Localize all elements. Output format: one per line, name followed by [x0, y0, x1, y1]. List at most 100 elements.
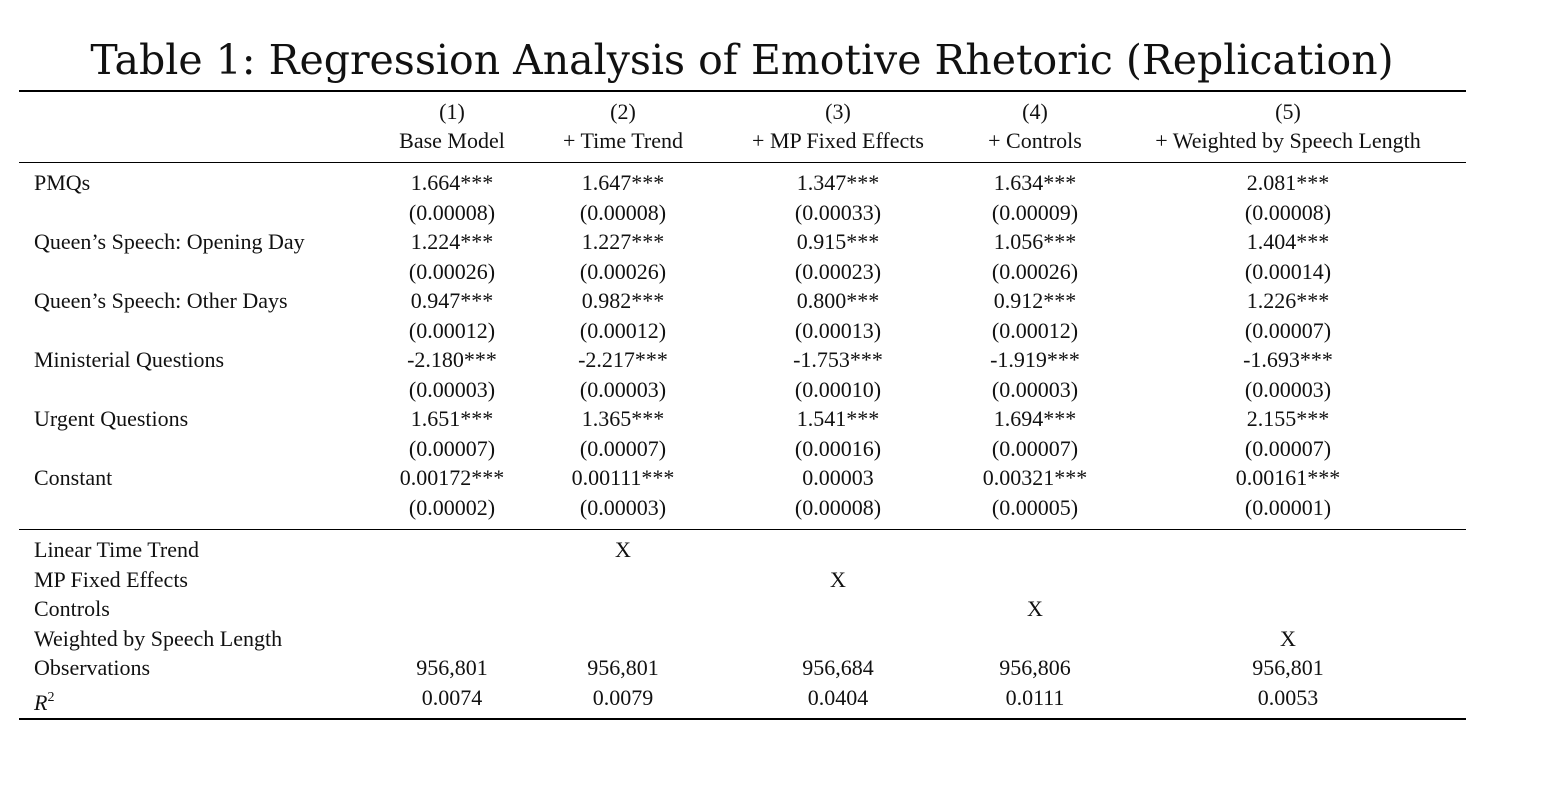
row-label: Queen’s Speech: Opening Day — [34, 229, 305, 254]
r-squared-value: 0.0079 — [592, 684, 654, 710]
standard-error: (0.00003) — [579, 494, 667, 520]
standard-error: (0.00009) — [991, 199, 1079, 225]
standard-error: (0.00033) — [794, 199, 882, 225]
observations-value: 956,684 — [802, 655, 874, 680]
observations-value: 956,806 — [999, 655, 1071, 680]
standard-error: (0.00007) — [579, 435, 667, 461]
coefficient: 1.634*** — [993, 170, 1077, 195]
r-squared-sup: 2 — [47, 689, 55, 705]
coefficient: 0.00172*** — [399, 465, 505, 490]
coefficient: 1.365*** — [581, 406, 665, 431]
column-header: + Controls — [988, 128, 1082, 153]
coefficient: 0.982*** — [581, 288, 665, 313]
standard-error: (0.00016) — [794, 435, 882, 461]
row-label: Urgent Questions — [34, 406, 189, 431]
observations-value: 956,801 — [1252, 655, 1324, 680]
coefficient: 0.00161*** — [1235, 465, 1341, 490]
standard-error: (0.00012) — [579, 317, 667, 343]
standard-error: (0.00008) — [794, 494, 882, 520]
coefficient: 1.647*** — [581, 170, 665, 195]
observations-value: 956,801 — [587, 655, 659, 680]
standard-error: (0.00026) — [579, 258, 667, 284]
coefficient: 1.226*** — [1246, 288, 1330, 313]
column-header: + Weighted by Speech Length — [1155, 128, 1421, 153]
r-squared-value: 0.0053 — [1257, 684, 1319, 710]
standard-error: (0.00003) — [1244, 376, 1332, 402]
standard-error: (0.00012) — [408, 317, 496, 343]
coefficient: -1.919*** — [990, 347, 1080, 372]
standard-error: (0.00012) — [991, 317, 1079, 343]
coefficient: 1.664*** — [410, 170, 494, 195]
spec-label: Controls — [34, 596, 110, 621]
column-number: (2) — [610, 99, 636, 124]
coefficient: 0.912*** — [993, 288, 1077, 313]
coefficient: 0.00111*** — [571, 465, 675, 490]
coefficient: 0.800*** — [796, 288, 880, 313]
coefficient: 2.081*** — [1246, 170, 1330, 195]
column-header: Base Model — [399, 128, 505, 153]
standard-error: (0.00007) — [991, 435, 1079, 461]
coefficient: -1.693*** — [1243, 347, 1333, 372]
row-label: Ministerial Questions — [34, 347, 225, 372]
standard-error: (0.00008) — [408, 199, 496, 225]
column-header: + Time Trend — [562, 128, 684, 153]
r-squared-value: 0.0404 — [807, 684, 869, 710]
coefficient: 2.155*** — [1246, 406, 1330, 431]
standard-error: (0.00026) — [991, 258, 1079, 284]
row-label: Constant — [34, 465, 113, 490]
standard-error: (0.00026) — [408, 258, 496, 284]
coefficient: 1.694*** — [993, 406, 1077, 431]
header-rule — [19, 162, 1466, 163]
top-rule — [19, 90, 1466, 92]
row-label: PMQs — [34, 170, 91, 195]
coefficient: -1.753*** — [793, 347, 883, 372]
standard-error: (0.00001) — [1244, 494, 1332, 520]
standard-error: (0.00008) — [1244, 199, 1332, 225]
standard-error: (0.00002) — [408, 494, 496, 520]
spec-label: Weighted by Speech Length — [34, 625, 283, 651]
coefficient: 0.915*** — [796, 229, 880, 254]
r-squared-base: R — [34, 689, 48, 715]
standard-error: (0.00003) — [991, 376, 1079, 402]
standard-error: (0.00013) — [794, 317, 882, 343]
column-number: (1) — [439, 99, 465, 124]
bottom-rule — [19, 718, 1466, 720]
coefficient: 1.227*** — [581, 229, 665, 254]
spec-label: MP Fixed Effects — [34, 566, 188, 592]
observations-label: Observations — [34, 655, 151, 680]
coefficient: 1.651*** — [410, 406, 494, 431]
coefficient: 0.947*** — [410, 288, 494, 313]
standard-error: (0.00005) — [991, 494, 1079, 520]
r-squared-value: 0.0074 — [421, 684, 483, 710]
coefficient: 0.00003 — [802, 465, 874, 490]
table-title: Table 1: Regression Analysis of Emotive … — [90, 36, 1394, 84]
spec-mark: X — [615, 537, 631, 562]
observations-value: 956,801 — [416, 655, 488, 680]
standard-error: (0.00014) — [1244, 258, 1332, 284]
spec-mark: X — [1280, 625, 1296, 651]
coefficient: 1.347*** — [796, 170, 880, 195]
r-squared-label: R2 — [34, 684, 54, 717]
column-number: (5) — [1275, 99, 1301, 124]
coefficient: 0.00321*** — [982, 465, 1088, 490]
coefficient: 1.056*** — [993, 229, 1077, 254]
coefficient: -2.180*** — [407, 347, 497, 372]
column-number: (4) — [1022, 99, 1048, 124]
standard-error: (0.00007) — [1244, 317, 1332, 343]
spec-mark: X — [830, 566, 846, 592]
standard-error: (0.00003) — [408, 376, 496, 402]
spec-rule — [19, 529, 1466, 530]
coefficient: 1.541*** — [796, 406, 880, 431]
r-squared-value: 0.0111 — [1005, 684, 1065, 710]
column-number: (3) — [825, 99, 851, 124]
column-header: + MP Fixed Effects — [752, 128, 924, 153]
standard-error: (0.00003) — [579, 376, 667, 402]
row-label: Queen’s Speech: Other Days — [34, 288, 288, 313]
standard-error: (0.00008) — [579, 199, 667, 225]
standard-error: (0.00010) — [794, 376, 882, 402]
spec-mark: X — [1027, 596, 1043, 621]
coefficient: -2.217*** — [578, 347, 668, 372]
coefficient: 1.404*** — [1246, 229, 1330, 254]
standard-error: (0.00023) — [794, 258, 882, 284]
coefficient: 1.224*** — [410, 229, 494, 254]
